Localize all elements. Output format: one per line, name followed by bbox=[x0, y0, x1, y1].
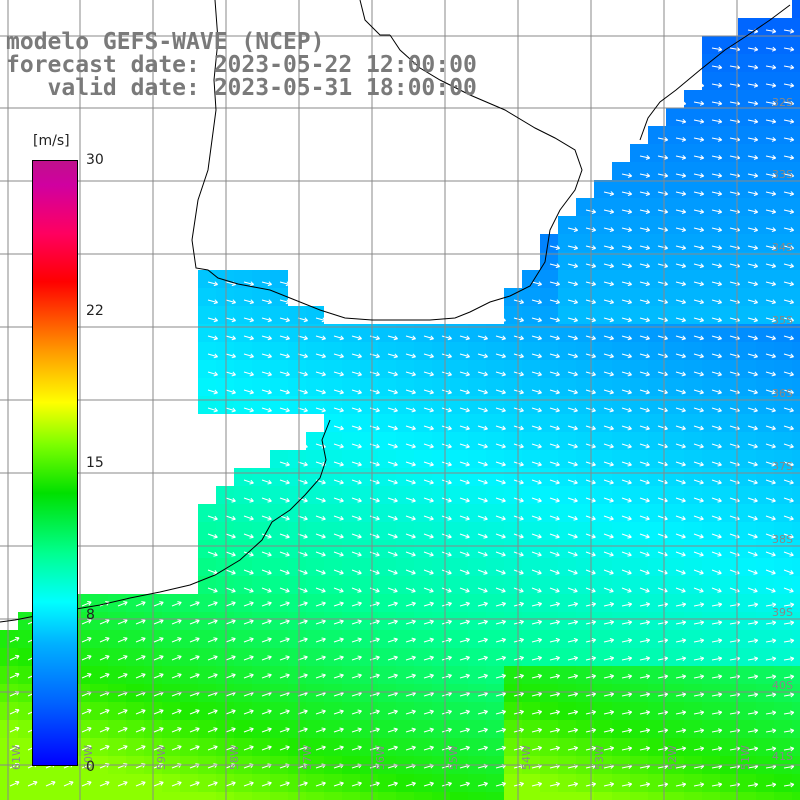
lon-label: 58W bbox=[228, 745, 241, 770]
lon-label: 60W bbox=[82, 745, 95, 770]
lat-label: 34S bbox=[772, 241, 793, 254]
coastline bbox=[191, 0, 583, 321]
wind-arrows bbox=[9, 28, 795, 788]
lon-label: 59W bbox=[155, 745, 168, 770]
colorbar-tick-30: 30 bbox=[86, 152, 104, 168]
lat-label: 32S bbox=[772, 96, 793, 109]
lon-label: 52W bbox=[666, 745, 679, 770]
title-model: modelo GEFS-WAVE (NCEP) bbox=[6, 29, 325, 55]
lat-label: 33S bbox=[772, 168, 793, 181]
colorbar-unit: [m/s] bbox=[33, 133, 70, 149]
colorbar bbox=[32, 160, 78, 766]
title-forecast-date: forecast date: 2023-05-22 12:00:00 bbox=[6, 52, 477, 78]
lon-label: 53W bbox=[593, 745, 606, 770]
colorbar-tick-8: 8 bbox=[86, 607, 95, 623]
lon-label: 56W bbox=[374, 745, 387, 770]
lat-label: 39S bbox=[772, 606, 793, 619]
lon-label: 51W bbox=[739, 745, 752, 770]
lat-label: 36S bbox=[772, 387, 793, 400]
title-valid-date: valid date: 2023-05-31 18:00:00 bbox=[6, 75, 477, 101]
lat-label: 37S bbox=[772, 460, 793, 473]
colorbar-tick-22: 22 bbox=[86, 303, 104, 319]
lon-label: 55W bbox=[447, 745, 460, 770]
colorbar-tick-15: 15 bbox=[86, 455, 104, 471]
lat-label: 40S bbox=[772, 679, 793, 692]
lon-label: 54W bbox=[520, 745, 533, 770]
lat-label: 38S bbox=[772, 533, 793, 546]
lat-label: 41S bbox=[772, 750, 793, 763]
lon-label: 61W bbox=[10, 745, 23, 770]
lat-label: 35S bbox=[772, 314, 793, 327]
lon-label: 57W bbox=[301, 745, 314, 770]
colorbar-tick-0: 0 bbox=[86, 759, 95, 775]
coastline-north-east bbox=[639, 4, 791, 141]
